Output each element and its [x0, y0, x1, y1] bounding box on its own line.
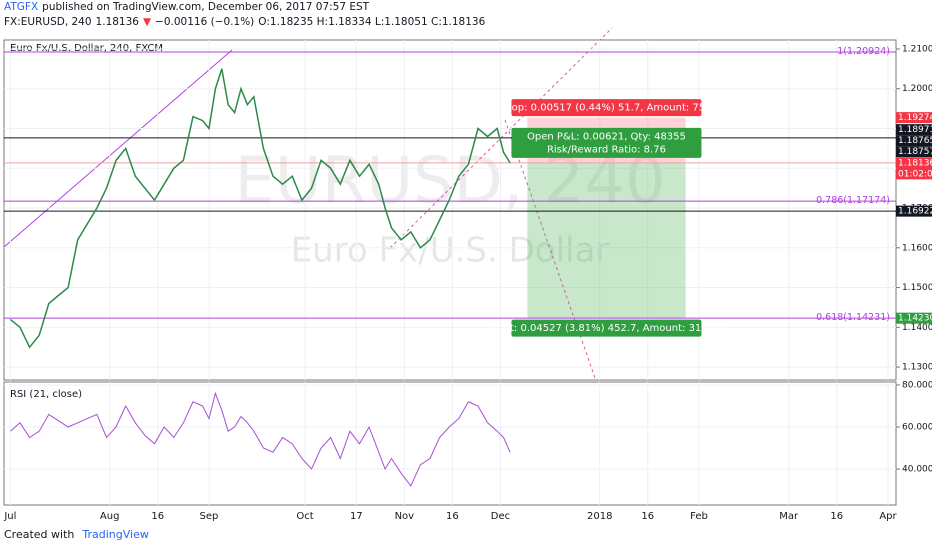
axis-marker — [896, 312, 932, 324]
trend-line — [3, 49, 233, 248]
axis-marker-label: 1.14230 — [898, 314, 932, 324]
footer: Created with TradingView — [4, 528, 149, 541]
y-tick-label: 1.21000 — [902, 44, 932, 54]
author[interactable]: ATGFX — [4, 1, 39, 13]
pnl-label-box — [511, 127, 702, 158]
fib-label: 0.618(1.14231) — [816, 312, 890, 323]
x-tick-label: Sep — [200, 511, 219, 522]
axis-marker-label: 1.18136 — [898, 158, 932, 168]
watermark-subtitle: Euro Fx/U.S. Dollar — [291, 231, 610, 271]
stop-label-box — [511, 99, 702, 117]
brand[interactable]: TradingView — [82, 528, 149, 541]
fib-label: 1(1.20924) — [837, 46, 890, 57]
target-label: Target: 0.04527 (3.81%) 452.7, Amount: 3… — [482, 319, 730, 337]
axis-marker-label: 1.18765 — [898, 136, 932, 146]
pnl-label-text: Open P&L: 0.00621, Qty: 48355 — [527, 131, 686, 142]
y-tick-label: 1.13000 — [902, 363, 932, 373]
rsi-line — [10, 391, 511, 487]
symbol: FX:EURUSD, 240 — [4, 16, 92, 28]
target-label-box — [511, 319, 702, 337]
x-tick-label: 16 — [151, 511, 164, 522]
x-tick-label: Aug — [100, 511, 120, 522]
countdown: 01:02:09 — [898, 169, 932, 179]
y-tick-label: 1.15000 — [902, 283, 932, 293]
axis-marker — [896, 124, 932, 136]
y-tick-label: 80.0000 — [902, 380, 932, 390]
fib-label: 0.786(1.17174) — [816, 195, 890, 206]
y-tick-label: 60.0000 — [902, 422, 932, 432]
last-price: 1.18136 — [95, 16, 139, 28]
stop-label-text: Stop: 0.00517 (0.44%) 51.7, Amount: 750 — [501, 103, 711, 114]
x-tick-label: Mar — [779, 511, 799, 522]
pnl-label-text: Risk/Reward Ratio: 8.76 — [547, 144, 666, 155]
change-arrow: ▼ — [142, 16, 152, 28]
y-tick-label: 40.0000 — [902, 465, 932, 475]
header-line-1: ATGFX published on TradingView.com, Decem… — [4, 0, 932, 15]
axis-marker — [896, 146, 932, 158]
x-tick-label: Feb — [690, 511, 708, 522]
created-with: Created with — [4, 528, 75, 541]
header: ATGFX published on TradingView.com, Decem… — [4, 0, 932, 30]
axis-marker — [896, 205, 932, 217]
axis-marker-label: 1.19274 — [898, 113, 932, 123]
axis-marker-label: 1.16922 — [898, 207, 932, 217]
y-tick-label: 1.16000 — [902, 243, 932, 253]
pnl-label: Open P&L: 0.00621, Qty: 48355 Risk/Reward… — [511, 127, 702, 158]
y-tick-label: 1.20000 — [902, 84, 932, 94]
x-tick-label: 17 — [350, 511, 363, 522]
x-tick-label: 16 — [446, 511, 459, 522]
ohlc: O:1.18235 H:1.18334 L:1.18051 C:1.18136 — [258, 16, 486, 28]
chart: Euro Fx/U.S. Dollar, 240, FXCM RSI (21, … — [3, 27, 932, 522]
axis-marker — [896, 135, 932, 147]
x-tick-label: Oct — [296, 511, 313, 522]
x-tick-label: 2018 — [587, 511, 612, 522]
x-tick-label: Dec — [491, 511, 510, 522]
rsi-pane — [3, 381, 897, 506]
x-tick-label: Apr — [879, 511, 897, 522]
x-tick-label: 16 — [641, 511, 654, 522]
stop-label: Stop: 0.00517 (0.44%) 51.7, Amount: 750 — [501, 99, 712, 117]
change: −0.00116 (−0.1%) — [155, 16, 255, 28]
price-line-series — [9, 68, 511, 349]
x-tick-label: 16 — [830, 511, 843, 522]
x-tick-label: Nov — [395, 511, 415, 522]
x-tick-label: Jul — [3, 511, 16, 522]
rsi-title: RSI (21, close) — [10, 389, 82, 400]
axis-marker-label: 1.18757 — [898, 147, 932, 157]
target-zone — [527, 162, 686, 319]
y-tick-label: 1.14000 — [902, 323, 932, 333]
published: published on TradingView.com, December 0… — [42, 1, 370, 13]
axis-marker-label: 1.18971 — [898, 125, 932, 135]
target-label-text: Target: 0.04527 (3.81%) 452.7, Amount: 3… — [482, 323, 730, 334]
axis-marker — [896, 157, 932, 180]
axis-marker — [896, 112, 932, 124]
header-line-2: FX:EURUSD, 240 1.18136 ▼ −0.00116 (−0.1%) O:… — [4, 15, 932, 30]
